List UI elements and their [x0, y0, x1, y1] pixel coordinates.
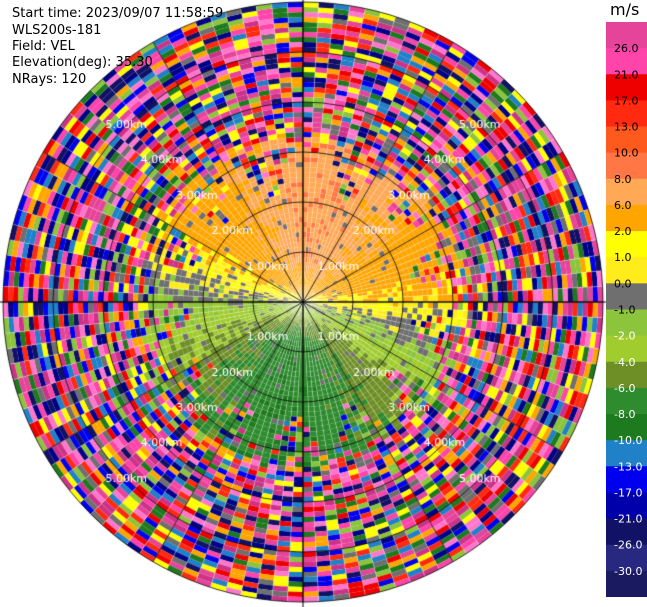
- colorbar-tick-label: 26.0: [614, 42, 639, 55]
- nrays-label: NRays: 120: [12, 72, 87, 87]
- colorbar-swatch: [606, 126, 647, 154]
- colorbar-tick-label: 2.0: [614, 225, 632, 238]
- colorbar-tick-label: -21.0: [614, 513, 642, 526]
- colorbar-tick-label: -17.0: [614, 486, 642, 499]
- colorbar-swatch: [606, 204, 647, 232]
- colorbar-swatch: [606, 283, 647, 310]
- start-time-label: Start time: 2023/09/07 11:58:59: [12, 6, 224, 21]
- colorbar-swatch: [606, 231, 647, 258]
- colorbar-tick-label: -6.0: [614, 382, 635, 395]
- colorbar-tick-label: -2.0: [614, 330, 635, 343]
- colorbar-tick-label: -13.0: [614, 460, 642, 473]
- colorbar-swatch: [606, 100, 647, 128]
- colorbar-unit: m/s: [610, 0, 640, 19]
- colorbar-swatch: [606, 335, 647, 363]
- colorbar-swatch: [606, 361, 647, 389]
- colorbar-tick-label: 0.0: [614, 277, 632, 290]
- colorbar-swatch: [606, 414, 647, 441]
- colorbar-tick-label: 8.0: [614, 173, 632, 186]
- colorbar-swatch: [606, 309, 647, 337]
- colorbar-tick-label: 13.0: [614, 121, 639, 134]
- colorbar-swatch: [606, 178, 647, 206]
- colorbar-swatch: [606, 492, 647, 520]
- colorbar-tick-label: -4.0: [614, 356, 635, 369]
- colorbar-tick-label: -8.0: [614, 408, 635, 421]
- colorbar-tick-label: -1.0: [614, 304, 635, 317]
- colorbar-tick-label: -10.0: [614, 434, 642, 447]
- colorbar-tick-label: -26.0: [614, 539, 642, 552]
- colorbar-swatch: [606, 466, 647, 493]
- field-label: Field: VEL: [12, 39, 75, 54]
- colorbar-tick-label: 21.0: [614, 68, 639, 81]
- colorbar-swatch: [606, 257, 647, 284]
- colorbar-swatch: [606, 22, 647, 49]
- instrument-label: WLS200s-181: [12, 23, 102, 38]
- colorbar: 26.0 21.0 17.0 13.0 10.0 8.0 6.0 2.0 1.0 0.0 -1.0 -…: [606, 22, 647, 597]
- colorbar-swatch: [606, 544, 647, 572]
- colorbar-swatch: [606, 74, 647, 101]
- colorbar-swatch: [606, 387, 647, 415]
- colorbar-swatch: [606, 518, 647, 546]
- elevation-label: Elevation(deg): 35.30: [12, 55, 153, 70]
- colorbar-swatch: [606, 152, 647, 180]
- colorbar-tick-label: 17.0: [614, 94, 639, 107]
- colorbar-tick-label: 1.0: [614, 251, 632, 264]
- colorbar-swatch: [606, 48, 647, 75]
- colorbar-swatch: [606, 440, 647, 467]
- colorbar-swatch: [606, 570, 647, 597]
- colorbar-tick-label: 10.0: [614, 147, 639, 160]
- colorbar-tick-label: -30.0: [614, 565, 642, 578]
- colorbar-tick-label: 6.0: [614, 199, 632, 212]
